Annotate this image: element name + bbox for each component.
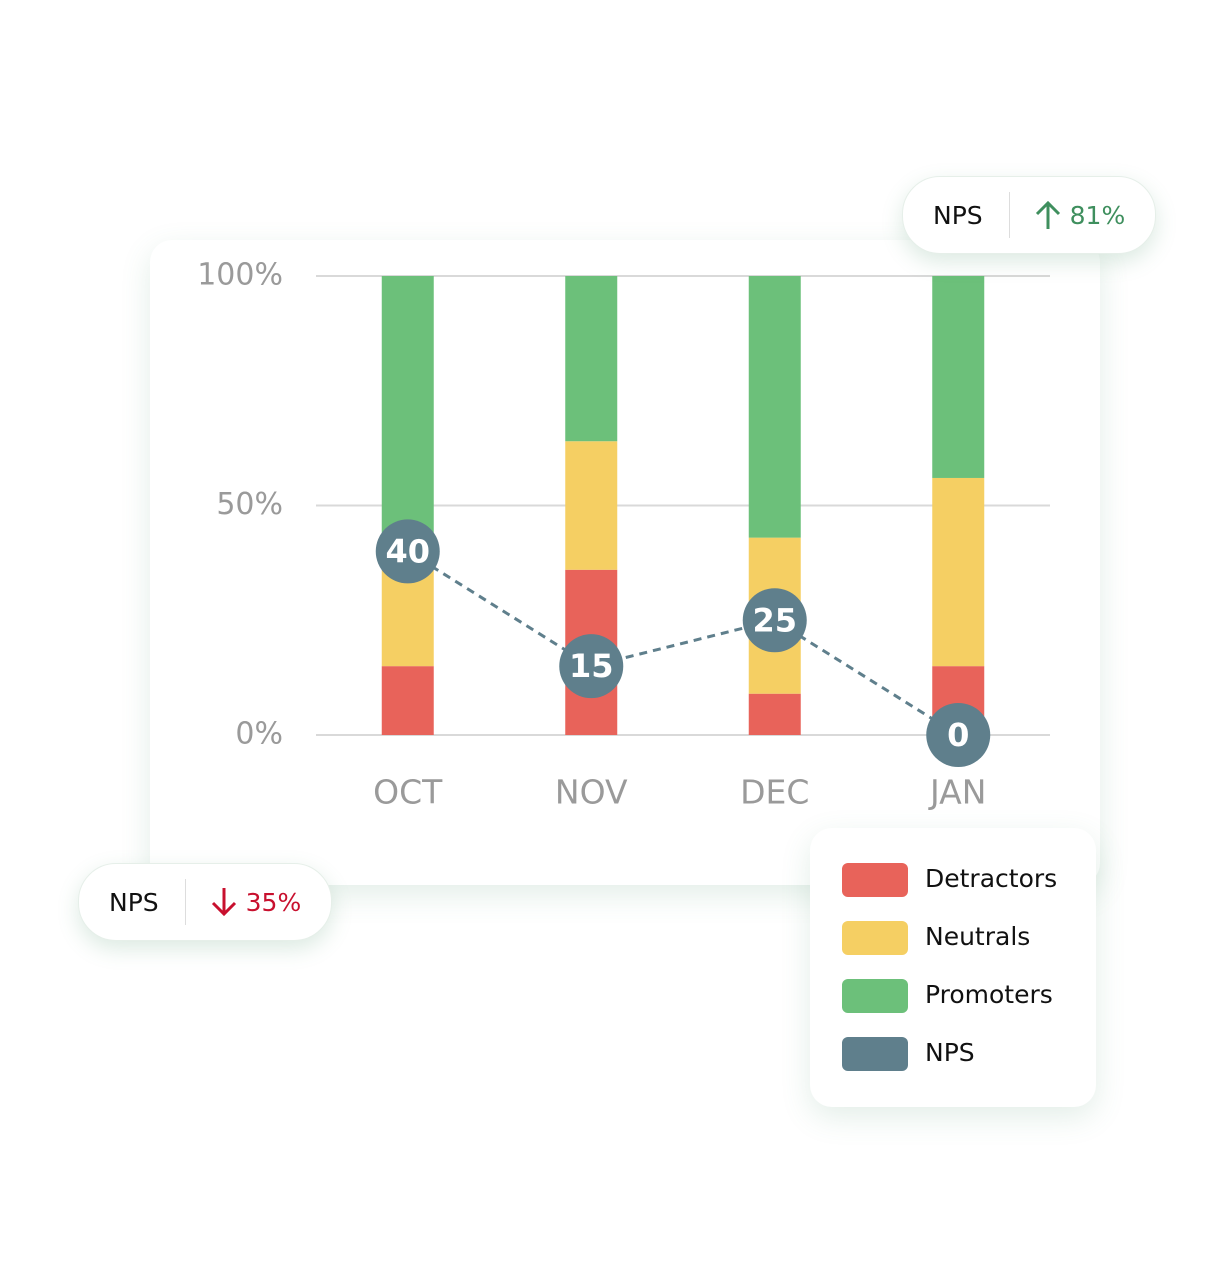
nps-label: 15 [569,647,614,685]
y-tick-label: 100% [197,258,283,293]
badge-label: NPS [903,192,1010,238]
legend: Detractors Neutrals Promoters NPS [842,863,1057,1071]
legend-swatch [842,979,908,1013]
arrow [1035,200,1060,229]
badge-label: NPS [79,879,186,925]
x-tick-label: NOV [555,773,628,812]
x-tick-label: DEC [740,773,809,812]
legend-label: Detractors [925,864,1057,893]
bar-segment [748,693,801,735]
nps-badge: NPS 35% [78,863,332,941]
bar-segment [932,477,985,667]
bar-segment [381,666,434,735]
nps-point [559,634,624,699]
x-tick-label: JAN [928,773,986,812]
legend-card: Detractors Neutrals Promoters NPS [810,828,1096,1107]
nps-label: 25 [752,601,797,639]
bar-segment [565,276,618,442]
arrow-path [211,888,236,917]
bar-segment [381,276,434,538]
nps-point [742,588,807,653]
legend-label: Neutrals [925,922,1030,951]
x-tick-label: OCT [373,773,443,812]
y-tick-label: 0% [235,717,283,752]
nps-label: 40 [385,532,430,570]
nps-line [406,550,960,737]
badge-change: 81% [1069,200,1126,230]
legend-label: Promoters [925,980,1053,1009]
bar-segment [932,276,985,478]
legend-swatch [842,921,908,955]
legend-swatch [842,863,908,897]
bar-segment [748,276,801,538]
nps-badge: NPS 81% [902,176,1156,254]
legend-swatch [842,1037,908,1071]
nps-point [375,519,440,584]
y-tick-label: 50% [216,487,283,522]
arrow-path [1035,200,1060,229]
nps-point [926,703,991,767]
nps-label: 0 [947,716,969,754]
legend-label: NPS [925,1038,975,1067]
bar-segment [565,441,618,570]
badge-change: 35% [245,887,302,917]
arrow [211,888,236,917]
